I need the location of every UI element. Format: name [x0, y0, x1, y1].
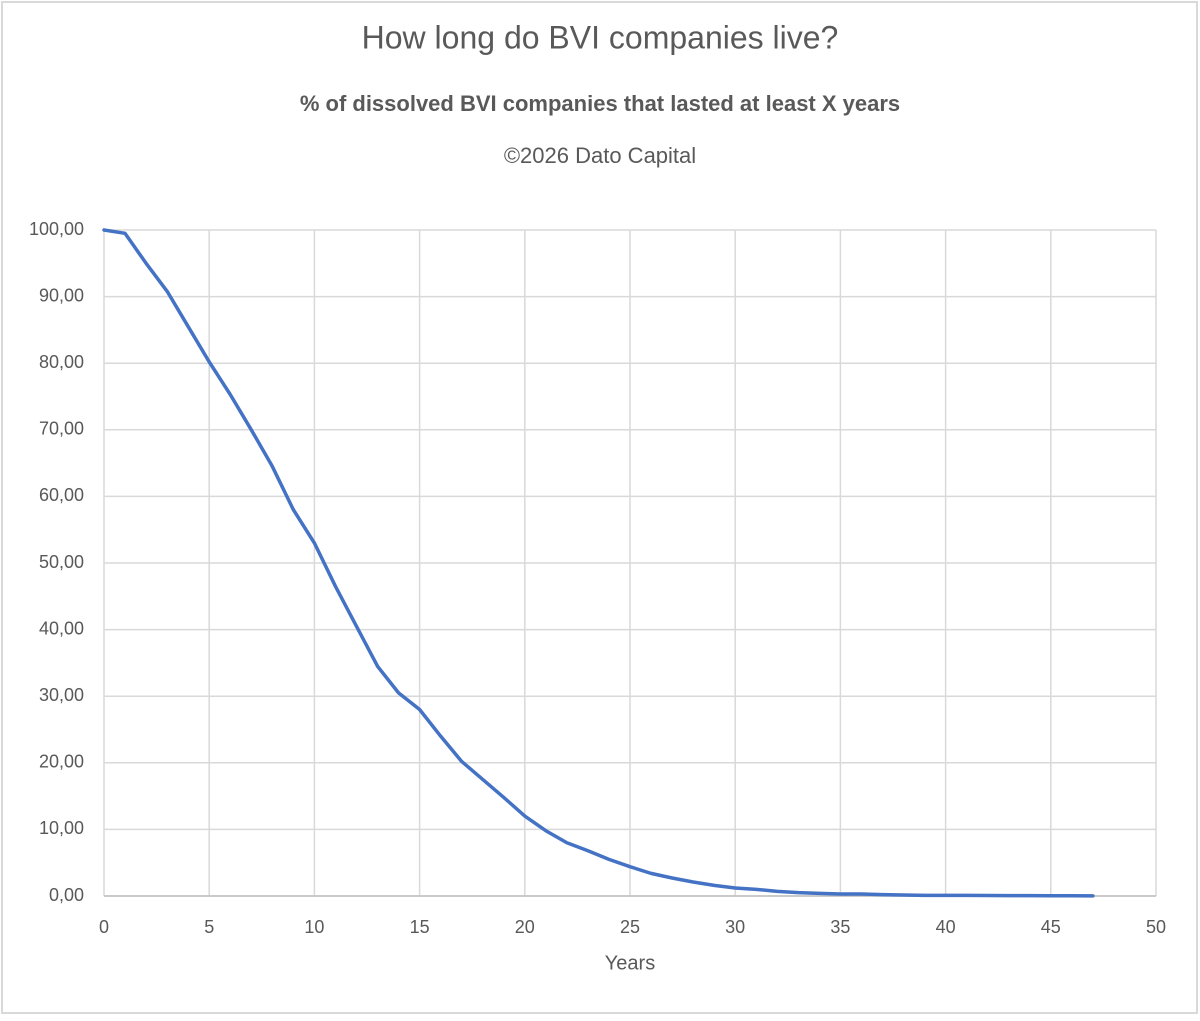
y-tick-label: 70,00: [39, 419, 84, 439]
y-tick-label: 10,00: [39, 818, 84, 838]
y-tick-label: 30,00: [39, 685, 84, 705]
x-tick-label: 50: [1146, 917, 1166, 937]
x-tick-label: 20: [515, 917, 535, 937]
line-series: [102, 228, 1095, 898]
chart-title: How long do BVI companies live?: [362, 19, 839, 55]
y-tick-label: 100,00: [29, 219, 84, 239]
y-tick-label: 0,00: [49, 885, 84, 905]
x-tick-label: 5: [204, 917, 214, 937]
x-tick-label: 40: [936, 917, 956, 937]
y-tick-label: 40,00: [39, 618, 84, 638]
y-tick-label: 80,00: [39, 352, 84, 372]
y-tick-label: 50,00: [39, 552, 84, 572]
x-tick-label: 0: [99, 917, 109, 937]
x-tick-label: 15: [410, 917, 430, 937]
y-tick-label: 90,00: [39, 285, 84, 305]
x-tick-label: 25: [620, 917, 640, 937]
x-tick-label: 45: [1041, 917, 1061, 937]
x-axis-label: Years: [605, 952, 655, 974]
y-tick-label: 60,00: [39, 485, 84, 505]
x-tick-label: 10: [304, 917, 324, 937]
x-tick-label: 30: [725, 917, 745, 937]
x-tick-label: 35: [830, 917, 850, 937]
chart-annotation: ©2026 Dato Capital: [504, 143, 696, 168]
chart-subtitle: % of dissolved BVI companies that lasted…: [300, 91, 900, 116]
y-tick-label: 20,00: [39, 752, 84, 772]
